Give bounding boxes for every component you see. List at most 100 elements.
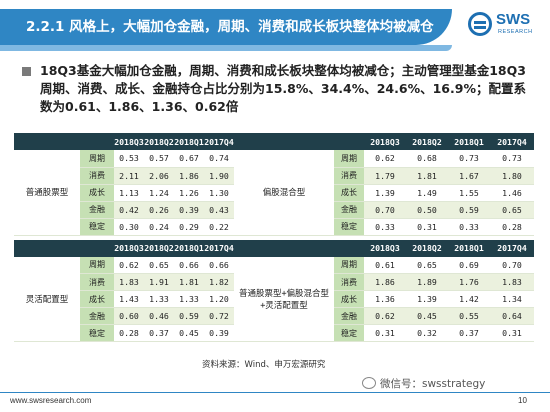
row-label: 消费 <box>80 167 114 185</box>
table-cell: 0.42 <box>114 201 144 219</box>
table-cell: 1.82 <box>204 273 234 291</box>
table-row: 消费 2.11 2.06 1.86 1.90 消费 1.79 1.81 1.67… <box>14 167 534 185</box>
table-cell: 0.73 <box>490 150 534 168</box>
row-label: 周期 <box>80 150 114 168</box>
table-cell: 0.70 <box>364 201 406 219</box>
sws-logo: SWS RESEARCH <box>468 10 544 40</box>
table-row: 消费 1.83 1.91 1.81 1.82 消费 1.86 1.89 1.76… <box>14 273 534 291</box>
table-cell: 1.26 <box>174 184 204 202</box>
table-row: 金融 0.60 0.46 0.59 0.72 金融 0.62 0.45 0.55… <box>14 307 534 325</box>
row-label: 成长 <box>334 184 364 202</box>
sws-logo-icon <box>468 12 492 36</box>
source-note: 资料来源：Wind、申万宏源研究 <box>202 360 326 370</box>
table-cell: 0.59 <box>174 307 204 325</box>
column-header: 2017Q4 <box>204 133 234 150</box>
table-cell: 2.11 <box>114 167 144 185</box>
table-header-row: 2018Q3 2018Q2 2018Q1 2017Q4 2018Q3 2018Q… <box>14 239 534 257</box>
row-label: 成长 <box>80 184 114 202</box>
footer-divider <box>0 392 550 393</box>
table-cell: 1.20 <box>204 290 234 308</box>
table-cell: 0.30 <box>114 218 144 236</box>
column-header: 2018Q2 <box>406 239 448 257</box>
table-cell: 0.39 <box>204 324 234 342</box>
table-cell: 1.42 <box>448 290 490 308</box>
allocation-table-bottom: 2018Q3 2018Q2 2018Q1 2017Q4 2018Q3 2018Q… <box>14 239 534 342</box>
table-cell: 0.55 <box>448 307 490 325</box>
column-header: 2018Q2 <box>144 133 174 150</box>
column-header: 2018Q2 <box>406 133 448 150</box>
footer-url[interactable]: www.swsresearch.com <box>10 396 92 405</box>
table-cell: 0.45 <box>174 324 204 342</box>
summary-bullet: 18Q3基金大幅加仓金融，周期、消费和成长板块整体均被减仓；主动管理型基金18Q… <box>22 62 530 116</box>
table-cell: 1.33 <box>144 290 174 308</box>
table-cell: 0.68 <box>406 150 448 168</box>
header-bar <box>0 9 452 51</box>
table-cell: 0.33 <box>364 218 406 236</box>
table-cell: 0.62 <box>364 307 406 325</box>
group-label: 普通股票型 <box>14 150 80 236</box>
row-label: 金融 <box>334 307 364 325</box>
table-cell: 1.39 <box>364 184 406 202</box>
table-cell: 1.83 <box>490 273 534 291</box>
table-cell: 0.43 <box>204 201 234 219</box>
table-row: 普通股票型 周期 0.53 0.57 0.67 0.74 偏股混合型 周期 0.… <box>14 150 534 236</box>
table-cell: 0.66 <box>174 256 204 274</box>
table-cell: 1.81 <box>174 273 204 291</box>
row-label: 金融 <box>80 201 114 219</box>
table-cell: 1.81 <box>406 167 448 185</box>
row-label: 周期 <box>334 150 364 168</box>
table-cell: 1.46 <box>490 184 534 202</box>
table-cell: 0.61 <box>364 256 406 274</box>
table-cell: 0.29 <box>174 218 204 236</box>
table-cell: 1.83 <box>114 273 144 291</box>
table-cell: 0.73 <box>448 150 490 168</box>
table-cell: 1.86 <box>174 167 204 185</box>
table-cell: 0.59 <box>448 201 490 219</box>
table-cell: 1.24 <box>144 184 174 202</box>
group-label: 普通股票型+偏股混合型+灵活配置型 <box>234 256 334 342</box>
table-cell: 0.65 <box>490 201 534 219</box>
table-cell: 0.67 <box>174 150 204 168</box>
group-label: 偏股混合型 <box>234 150 334 236</box>
table-row: 金融 0.42 0.26 0.39 0.43 金融 0.70 0.50 0.59… <box>14 201 534 219</box>
table-cell: 0.69 <box>448 256 490 274</box>
logo-text: SWS <box>496 11 531 28</box>
table-cell: 1.80 <box>490 167 534 185</box>
table-cell: 0.66 <box>204 256 234 274</box>
table-cell: 0.46 <box>144 307 174 325</box>
table-row: 成长 1.13 1.24 1.26 1.30 成长 1.39 1.49 1.55… <box>14 184 534 202</box>
table-cell: 0.33 <box>448 218 490 236</box>
table-row: 灵活配置型 周期 0.62 0.65 0.66 0.66 普通股票型+偏股混合型… <box>14 256 534 342</box>
slide-title: 2.2.1 风格上，大幅加仓金融，周期、消费和成长板块整体均被减仓 <box>26 19 434 35</box>
table-cell: 0.39 <box>174 201 204 219</box>
table-cell: 0.28 <box>490 218 534 236</box>
row-label: 金融 <box>334 201 364 219</box>
column-header: 2018Q1 <box>174 239 204 257</box>
row-label: 金融 <box>80 307 114 325</box>
row-label: 周期 <box>80 256 114 274</box>
column-header: 2017Q4 <box>204 239 234 257</box>
wechat-icon <box>362 377 376 389</box>
table-cell: 1.89 <box>406 273 448 291</box>
column-header: 2018Q1 <box>448 133 490 150</box>
table-cell: 1.86 <box>364 273 406 291</box>
wechat-watermark: 微信号：swsstrategy <box>362 376 485 391</box>
column-header: 2018Q3 <box>364 239 406 257</box>
table-cell: 1.30 <box>204 184 234 202</box>
summary-text: 18Q3基金大幅加仓金融，周期、消费和成长板块整体均被减仓；主动管理型基金18Q… <box>40 63 526 114</box>
table-cell: 0.60 <box>114 307 144 325</box>
row-label: 周期 <box>334 256 364 274</box>
square-bullet-icon <box>22 67 31 76</box>
table-cell: 1.90 <box>204 167 234 185</box>
table-cell: 1.67 <box>448 167 490 185</box>
table-cell: 0.28 <box>114 324 144 342</box>
logo-subtext: RESEARCH <box>498 29 533 35</box>
table-cell: 2.06 <box>144 167 174 185</box>
table-cell: 1.33 <box>174 290 204 308</box>
column-header: 2018Q1 <box>448 239 490 257</box>
table-cell: 1.49 <box>406 184 448 202</box>
table-header-row: 2018Q3 2018Q2 2018Q1 2017Q4 2018Q3 2018Q… <box>14 133 534 150</box>
table-cell: 0.65 <box>144 256 174 274</box>
allocation-tables: 2018Q3 2018Q2 2018Q1 2017Q4 2018Q3 2018Q… <box>14 133 534 342</box>
table-cell: 0.70 <box>490 256 534 274</box>
